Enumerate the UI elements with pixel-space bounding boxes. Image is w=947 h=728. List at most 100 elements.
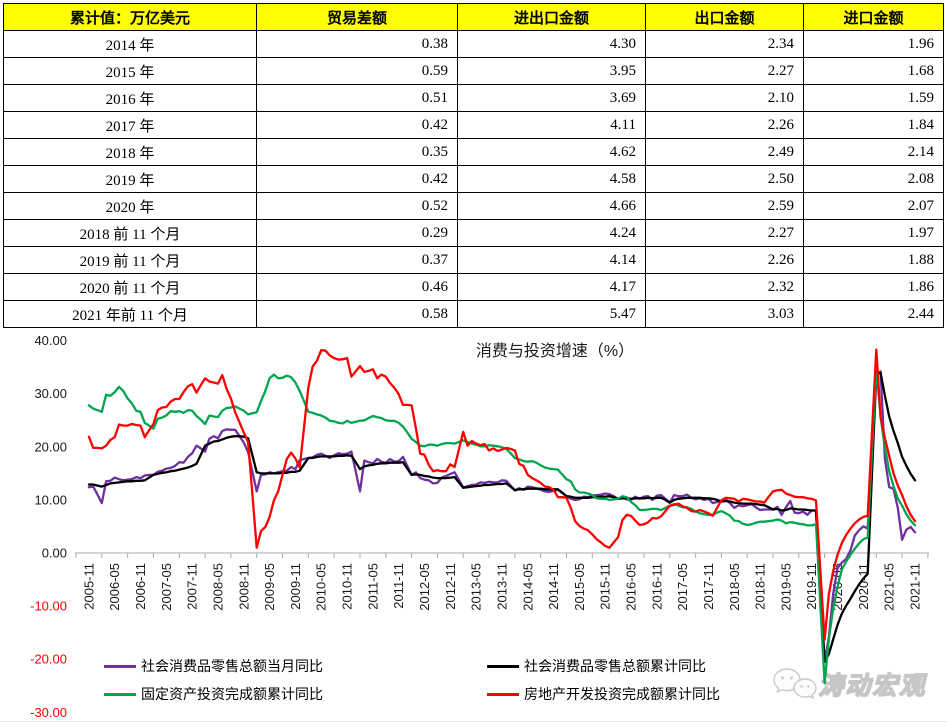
- table-header-cell: 贸易差额: [256, 3, 458, 31]
- y-tick-label: -10.00: [30, 599, 67, 614]
- x-tick-label: 2006-11: [133, 563, 148, 610]
- row-label-cell: 2014 年: [3, 30, 257, 58]
- y-tick-label: 20.00: [34, 439, 67, 454]
- x-tick-label: 2007-11: [185, 563, 200, 610]
- x-tick-label: 2016-11: [649, 563, 664, 610]
- value-cell: 2.49: [645, 138, 804, 166]
- x-tick-label: 2020-11: [856, 563, 871, 610]
- series-line-retail-cumulative: [87, 371, 917, 664]
- legend-item-retail-cumulative: 社会消费品零售总额累计同比: [487, 656, 706, 676]
- value-cell: 2.14: [803, 138, 944, 166]
- x-tick-label: 2011-05: [365, 563, 380, 610]
- x-tick-label: 2019-11: [804, 563, 819, 610]
- row-label-cell: 2019 年: [3, 165, 257, 193]
- value-cell: 2.34: [645, 30, 804, 58]
- x-tick-label: 2021-05: [882, 563, 897, 611]
- legend-line-swatch: [104, 692, 136, 696]
- x-tick-label: 2018-05: [727, 563, 742, 611]
- value-cell: 2.10: [645, 84, 804, 112]
- value-cell: 0.59: [256, 57, 458, 85]
- table-row: 2019 前 11 个月 0.37 4.14 2.26 1.88: [3, 246, 944, 274]
- value-cell: 0.29: [256, 219, 458, 247]
- table-row: 2016 年 0.51 3.69 2.10 1.59: [3, 84, 944, 112]
- x-tick-label: 2008-05: [211, 563, 226, 611]
- value-cell: 0.42: [256, 165, 458, 193]
- x-tick-label: 2021-11: [908, 563, 923, 610]
- table-row: 2019 年 0.42 4.58 2.50 2.08: [3, 165, 944, 193]
- y-tick-label: 40.00: [34, 333, 67, 348]
- value-cell: 1.96: [803, 30, 944, 58]
- x-tick-label: 2014-05: [520, 563, 535, 611]
- value-cell: 4.11: [457, 111, 646, 139]
- y-tick-label: 30.00: [34, 386, 67, 401]
- value-cell: 4.62: [457, 138, 646, 166]
- x-tick-label: 2015-11: [598, 563, 613, 610]
- row-label-cell: 2017 年: [3, 111, 257, 139]
- table-row: 2014 年 0.38 4.30 2.34 1.96: [3, 30, 944, 58]
- table-header-cell: 出口金额: [645, 3, 804, 31]
- x-tick-label: 2009-11: [288, 563, 303, 610]
- value-cell: 0.58: [256, 300, 458, 328]
- value-cell: 2.26: [645, 111, 804, 139]
- legend-line-swatch: [487, 692, 519, 696]
- x-tick-label: 2017-05: [675, 563, 690, 611]
- x-tick-label: 2013-05: [469, 563, 484, 611]
- x-tick-label: 2012-11: [443, 563, 458, 610]
- x-tick-label: 2017-11: [701, 563, 716, 610]
- value-cell: 2.26: [645, 246, 804, 274]
- y-tick-label: 10.00: [34, 492, 67, 507]
- table-row: 2015 年 0.59 3.95 2.27 1.68: [3, 57, 944, 85]
- value-cell: 2.59: [645, 192, 804, 220]
- watermark-text: 涛动宏观: [817, 672, 927, 700]
- chart-title: 消费与投资增速（%）: [475, 343, 635, 360]
- row-label-cell: 2019 前 11 个月: [3, 246, 257, 274]
- legend-line-swatch: [104, 664, 136, 668]
- row-label-cell: 2020 前 11 个月: [3, 273, 257, 301]
- value-cell: 2.27: [645, 57, 804, 85]
- x-tick-label: 2014-11: [546, 563, 561, 610]
- table-header-cell: 进出口金额: [457, 3, 646, 31]
- table-row: 2018 前 11 个月 0.29 4.24 2.27 1.97: [3, 219, 944, 247]
- value-cell: 5.47: [457, 300, 646, 328]
- x-tick-label: 2010-05: [314, 563, 329, 611]
- value-cell: 3.69: [457, 84, 646, 112]
- table-row: 2021 年前 11 个月 0.58 5.47 3.03 2.44: [3, 300, 944, 328]
- legend-item-retail-monthly: 社会消费品零售总额当月同比: [104, 656, 323, 676]
- value-cell: 4.58: [457, 165, 646, 193]
- x-tick-label: 2011-11: [391, 563, 406, 609]
- row-label-cell: 2018 前 11 个月: [3, 219, 257, 247]
- table-header-row: 累计值：万亿美元 贸易差额 进出口金额 出口金额 进口金额: [3, 3, 944, 31]
- y-tick-label: 0.00: [42, 546, 67, 561]
- value-cell: 4.17: [457, 273, 646, 301]
- value-cell: 3.03: [645, 300, 804, 328]
- chart-area: 消费与投资增速（%） 40.00 30.00 20.00 10.00 0.00 -10.0…: [0, 330, 947, 728]
- row-label-cell: 2021 年前 11 个月: [3, 300, 257, 328]
- x-tick-label: 2012-05: [417, 563, 432, 611]
- table-header-cell: 累计值：万亿美元: [3, 3, 257, 31]
- x-tick-label: 2013-11: [495, 563, 510, 610]
- x-tick-label: 2016-05: [624, 563, 639, 611]
- value-cell: 2.27: [645, 219, 804, 247]
- table-row: 2020 年 0.52 4.66 2.59 2.07: [3, 192, 944, 220]
- y-tick-label: -30.00: [30, 705, 67, 720]
- x-tick-label: 2008-11: [236, 563, 251, 610]
- x-tick-label: 2010-11: [340, 563, 355, 610]
- x-tick-label: 2009-05: [262, 563, 277, 611]
- series-line-fai-cumulative: [87, 366, 917, 685]
- row-label-cell: 2015 年: [3, 57, 257, 85]
- legend-label: 社会消费品零售总额累计同比: [524, 658, 706, 674]
- value-cell: 2.50: [645, 165, 804, 193]
- value-cell: 1.59: [803, 84, 944, 112]
- row-label-cell: 2016 年: [3, 84, 257, 112]
- value-cell: 2.32: [645, 273, 804, 301]
- legend-item-realestate-cumulative: 房地产开发投资完成额累计同比: [487, 684, 720, 704]
- trade-table: 累计值：万亿美元 贸易差额 进出口金额 出口金额 进口金额 2014 年 0.38 4.30 2…: [3, 3, 944, 328]
- value-cell: 2.44: [803, 300, 944, 328]
- value-cell: 0.46: [256, 273, 458, 301]
- table-header-cell: 进口金额: [803, 3, 944, 31]
- value-cell: 2.07: [803, 192, 944, 220]
- value-cell: 0.51: [256, 84, 458, 112]
- value-cell: 0.42: [256, 111, 458, 139]
- row-label-cell: 2020 年: [3, 192, 257, 220]
